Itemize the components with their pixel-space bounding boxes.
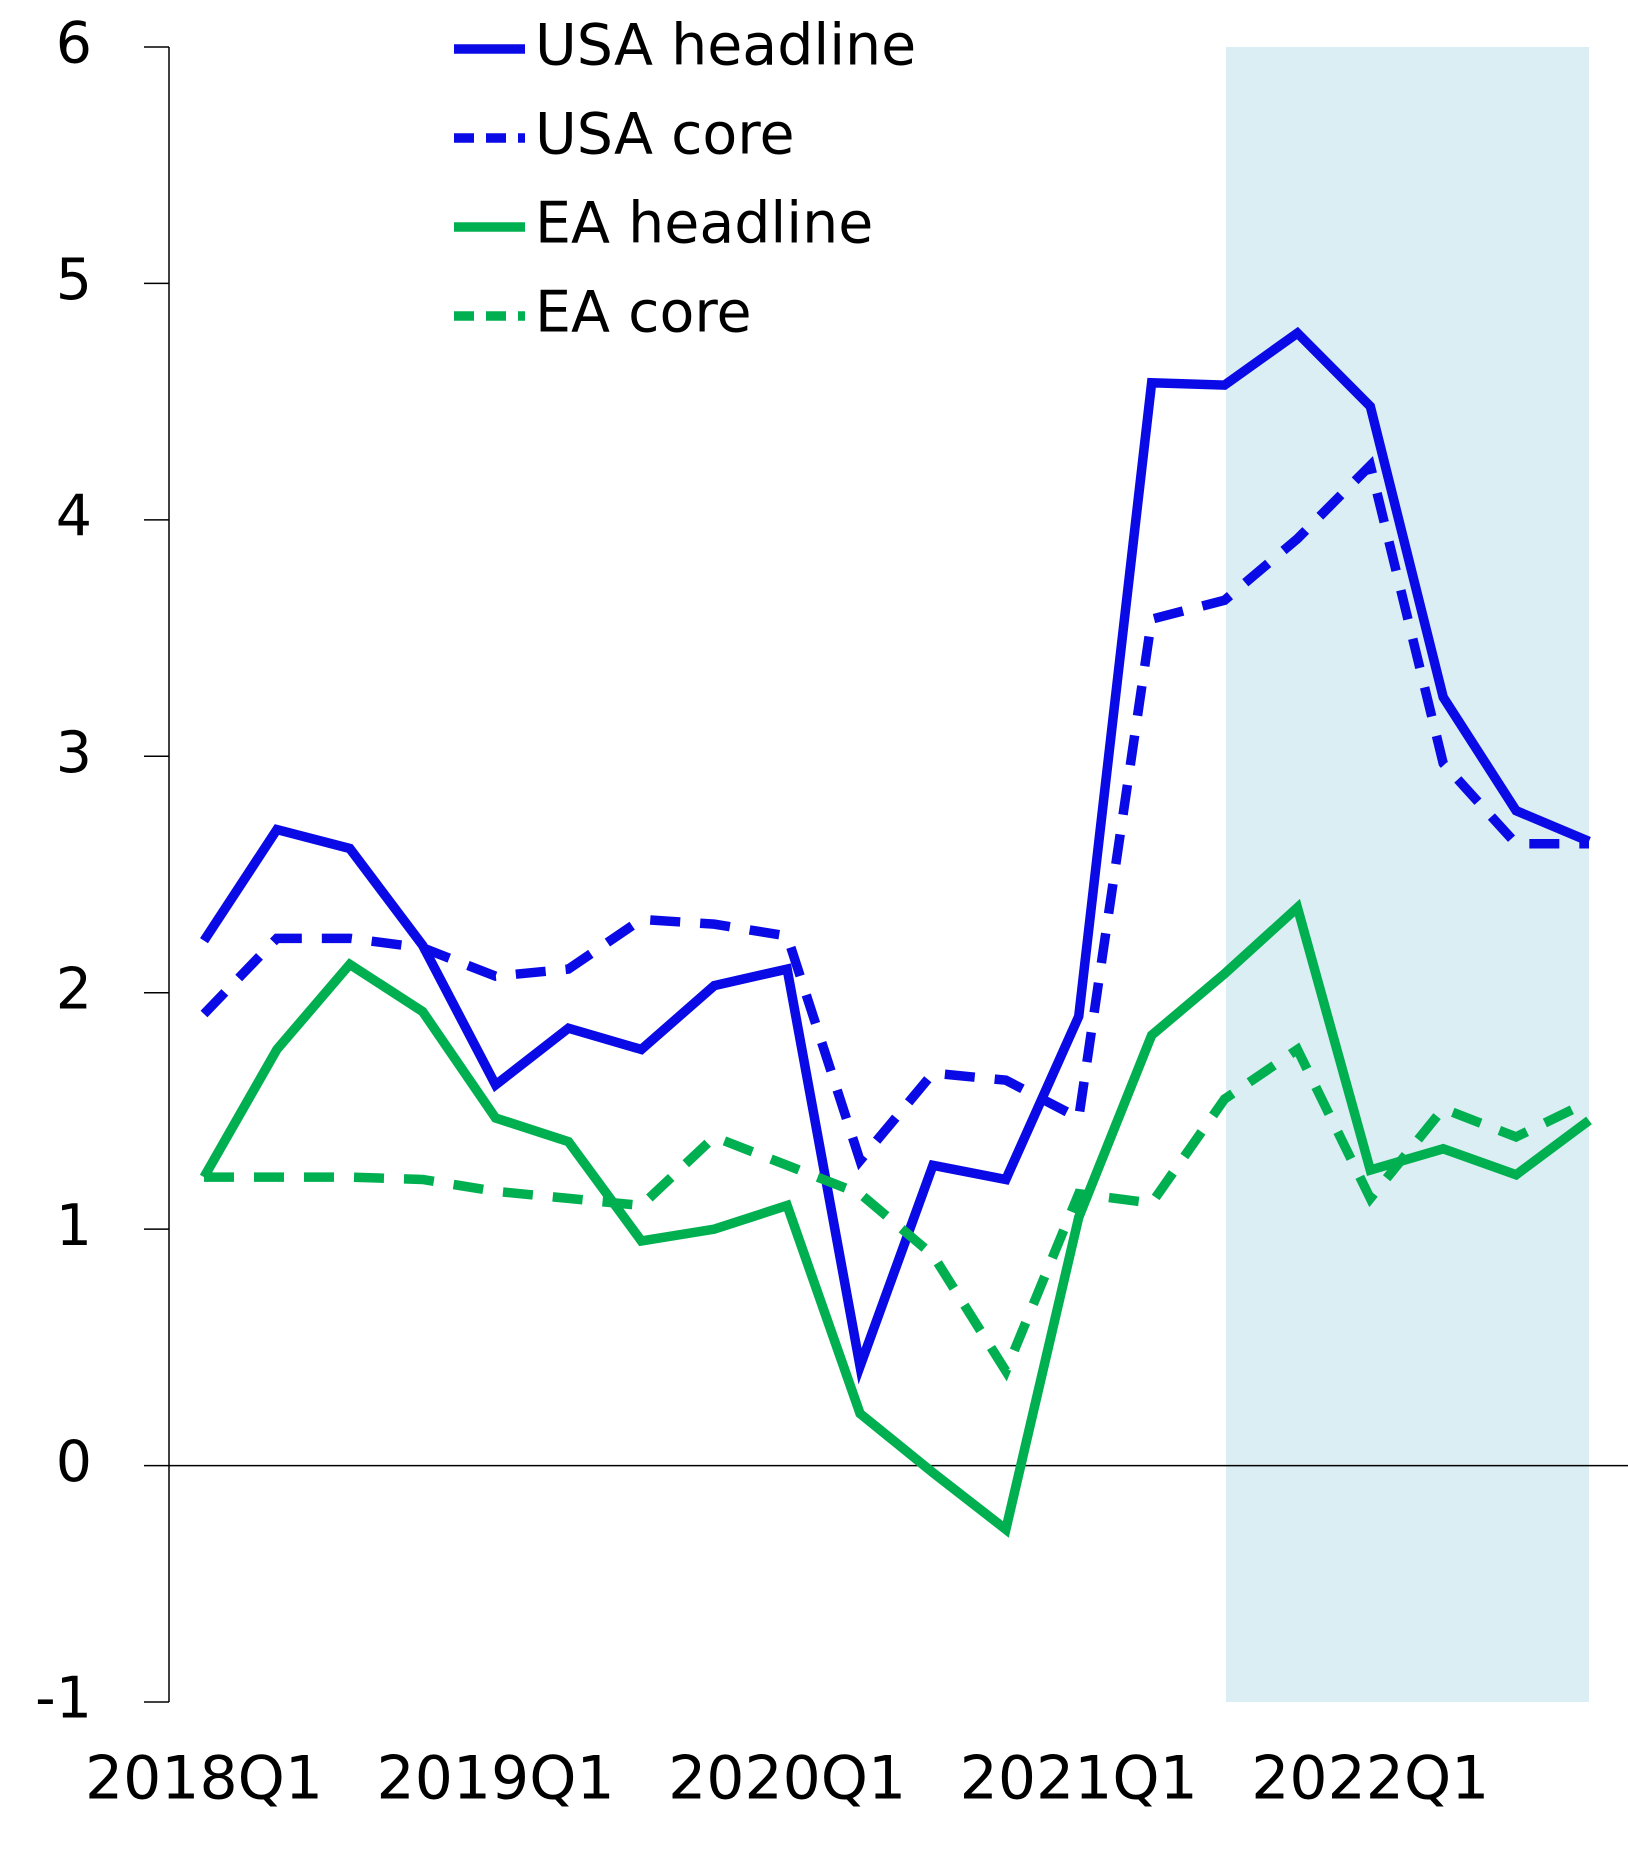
- y-tick-label: 2: [56, 956, 92, 1022]
- legend-label: EA headline: [535, 191, 873, 257]
- legend-label: USA core: [535, 102, 795, 168]
- y-tick-label: 4: [56, 483, 92, 549]
- legend-label: USA headline: [535, 13, 916, 79]
- legend-label: EA core: [535, 280, 752, 346]
- x-tick-label: 2018Q1: [85, 1744, 323, 1814]
- x-tick-label: 2019Q1: [377, 1744, 615, 1814]
- y-tick-label: 3: [56, 720, 92, 786]
- y-tick-label: 5: [56, 247, 92, 313]
- series-line: [199, 898, 1592, 1538]
- projection-shade: [1226, 47, 1589, 1702]
- series-line: [200, 456, 1589, 1171]
- x-tick-label: 2021Q1: [960, 1744, 1198, 1814]
- y-tick-label: 0: [56, 1429, 92, 1495]
- series-line: [200, 326, 1591, 1385]
- y-tick-label: 6: [56, 11, 92, 77]
- y-tick-label: -1: [35, 1666, 92, 1732]
- y-tick-label: 1: [56, 1193, 92, 1259]
- x-tick-label: 2020Q1: [668, 1744, 906, 1814]
- x-tick-label: 2022Q1: [1251, 1744, 1489, 1814]
